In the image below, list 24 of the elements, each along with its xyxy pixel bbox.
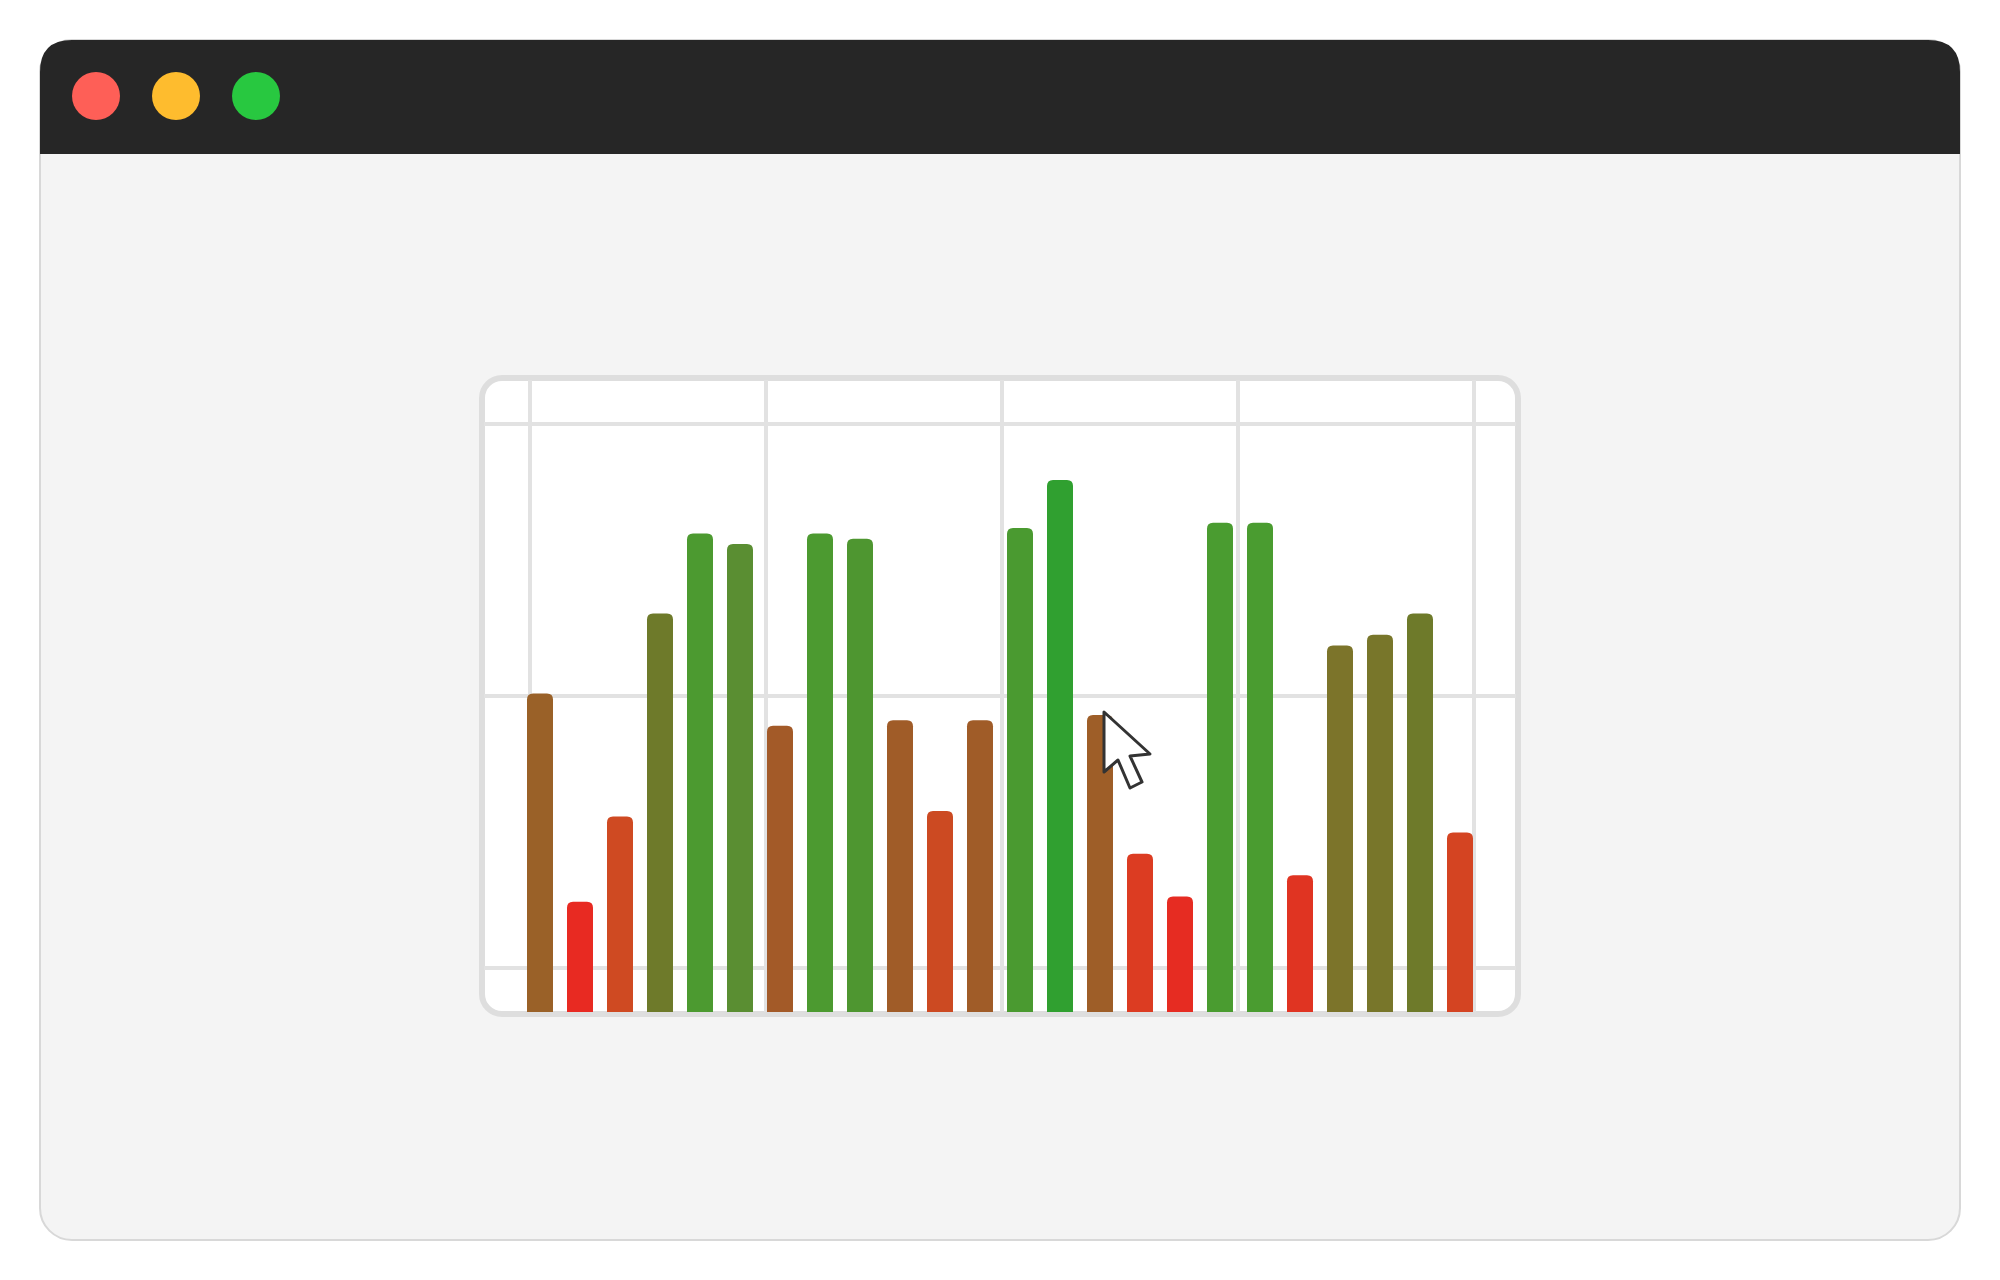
bar [1087, 714, 1113, 1012]
bar [1367, 634, 1393, 1012]
bar [847, 538, 873, 1012]
bar [1287, 875, 1313, 1012]
bar [527, 693, 553, 1012]
bar [607, 816, 633, 1012]
bar [887, 720, 913, 1012]
bar [1247, 522, 1273, 1012]
bar [727, 544, 753, 1012]
bar [1327, 645, 1353, 1012]
bar [1447, 832, 1473, 1012]
bar [1207, 522, 1233, 1012]
bar [1127, 853, 1153, 1012]
bar [767, 725, 793, 1012]
bar [687, 533, 713, 1012]
bar [1407, 613, 1433, 1012]
bar [927, 811, 953, 1012]
bar [807, 533, 833, 1012]
bar [967, 720, 993, 1012]
bar [567, 901, 593, 1012]
bar [1047, 480, 1073, 1012]
bar [1167, 896, 1193, 1012]
bar [647, 613, 673, 1012]
bar [1007, 528, 1033, 1012]
